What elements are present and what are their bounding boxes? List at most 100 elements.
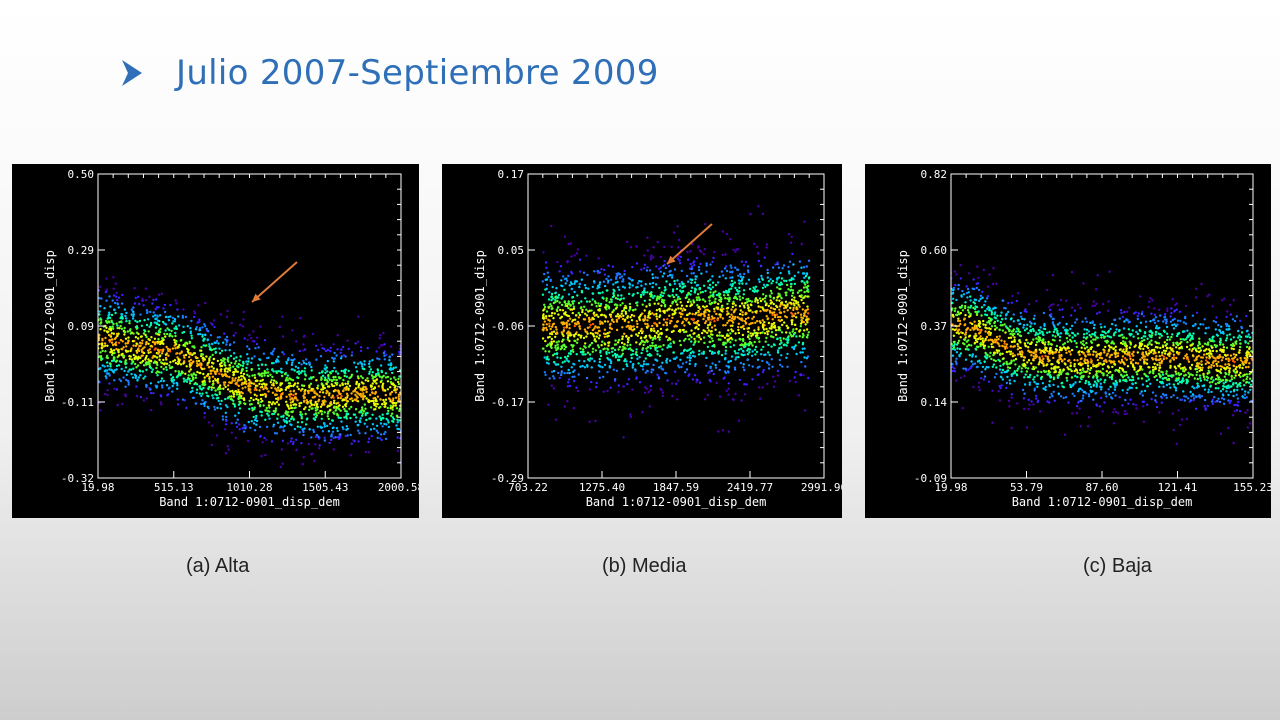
data-point [212,386,216,389]
data-point [631,366,634,369]
data-point [980,377,983,380]
data-point [255,388,258,392]
data-point [564,282,567,285]
data-point [550,314,553,317]
data-point [150,370,154,374]
data-point [550,331,554,334]
data-point [177,370,180,373]
data-point [135,342,138,345]
data-point [723,336,727,339]
data-point [699,313,703,316]
data-point [781,323,784,327]
data-point [309,382,313,385]
data-point [593,270,596,273]
data-point [714,328,717,331]
data-point [241,368,244,371]
data-point [151,368,154,371]
data-point [646,323,649,326]
data-point [182,362,185,365]
data-point [214,350,217,354]
data-point [701,290,704,294]
data-point [124,314,127,318]
data-point [250,382,253,385]
data-point [780,277,784,280]
data-point [751,344,754,347]
data-point [555,328,558,331]
data-point [125,320,128,323]
data-point [543,371,547,374]
data-point [340,369,343,373]
data-point [136,348,140,352]
data-point [311,332,315,336]
data-point [1099,378,1102,381]
data-point [389,380,393,384]
data-point [223,363,226,366]
data-point [754,345,758,349]
data-point [683,317,686,320]
data-point [655,331,658,335]
data-point [139,370,142,373]
data-point [770,292,773,295]
data-point [318,447,321,450]
data-point [614,378,617,381]
data-point [159,379,163,383]
data-point [756,332,759,335]
data-point [1165,396,1168,399]
data-point [742,327,746,331]
data-point [731,276,734,279]
data-point [727,329,730,332]
data-point [609,278,613,281]
data-point [738,317,741,320]
data-point [355,416,358,419]
data-point [756,334,759,337]
data-point [314,416,317,419]
data-point [545,310,549,313]
data-point [321,403,324,406]
data-point [709,380,712,383]
data-point [720,270,724,273]
data-point [211,369,214,372]
data-point [677,238,681,242]
data-point [384,402,388,405]
data-point [741,325,744,329]
data-point [683,330,686,334]
data-point [957,287,960,291]
data-point [381,388,385,391]
data-point [307,389,311,392]
data-point [583,284,587,287]
data-point [138,341,142,344]
data-point [718,331,721,334]
data-point [156,319,159,322]
data-point [328,392,331,395]
data-point [176,387,179,390]
data-point [151,302,154,305]
data-point [107,314,110,317]
data-point [663,263,666,266]
data-point [192,396,196,399]
data-point [1151,391,1155,394]
data-point [125,317,128,320]
data-point [171,384,174,388]
data-point [215,434,219,437]
data-point [1136,317,1139,321]
data-point [334,375,337,379]
data-point [240,378,243,381]
data-point [141,339,144,342]
data-point [155,386,158,389]
data-point [355,395,358,398]
data-point [794,300,798,303]
data-point [292,398,295,402]
data-point [543,320,546,323]
data-point [108,362,112,365]
data-point [162,348,165,351]
data-point [784,300,788,303]
data-point [169,350,172,353]
data-point [581,308,584,312]
data-point [541,293,545,296]
data-point [391,368,395,371]
data-point [734,332,737,335]
data-point [1087,395,1091,398]
data-point [806,281,809,284]
data-point [295,340,298,343]
data-point [122,346,125,349]
